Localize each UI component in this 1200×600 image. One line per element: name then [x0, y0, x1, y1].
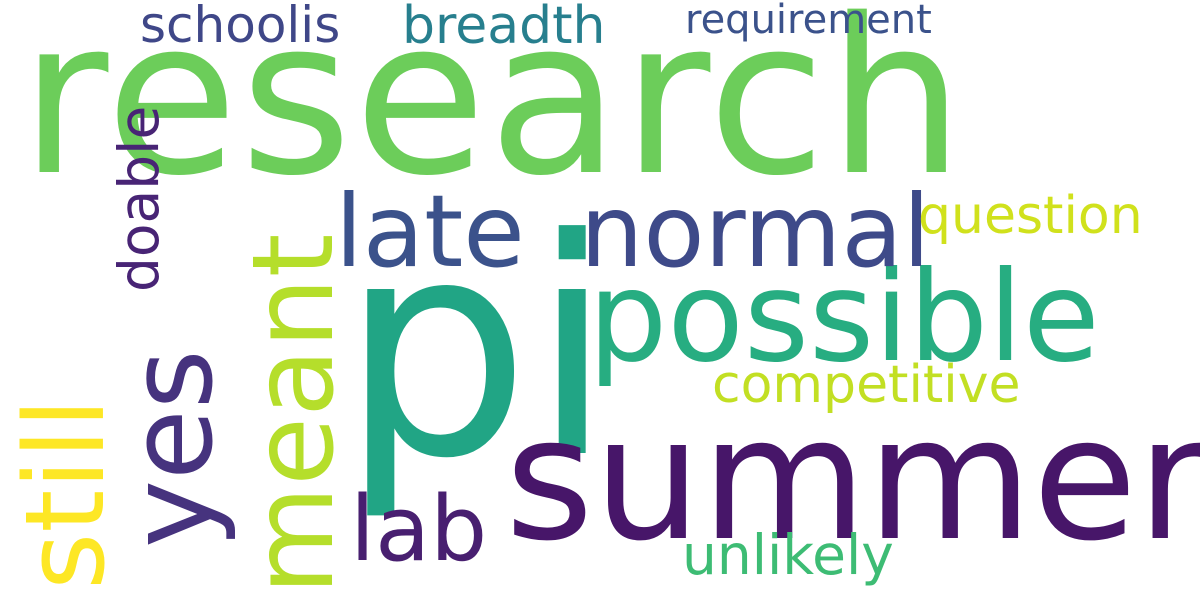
word-unlikely: unlikely	[682, 523, 894, 587]
word-summer: summer	[505, 381, 1200, 579]
word-lab: lab	[350, 477, 488, 582]
word-requirement: requirement	[685, 0, 932, 43]
word-doable: doable	[107, 105, 171, 292]
word-pi: pi	[340, 175, 614, 524]
word-question: question	[918, 186, 1143, 246]
word-normal: normal	[580, 173, 931, 290]
word-competitive: competitive	[712, 355, 1021, 415]
word-research: research	[20, 0, 967, 223]
word-late: late	[335, 173, 525, 290]
word-still: still	[1, 397, 129, 590]
word-meant: meant	[229, 233, 359, 595]
word-schoolis: schoolis	[140, 0, 341, 54]
word-yes: yes	[105, 349, 239, 548]
word-breadth: breadth	[402, 0, 606, 56]
word-possible: possible	[588, 245, 1100, 390]
